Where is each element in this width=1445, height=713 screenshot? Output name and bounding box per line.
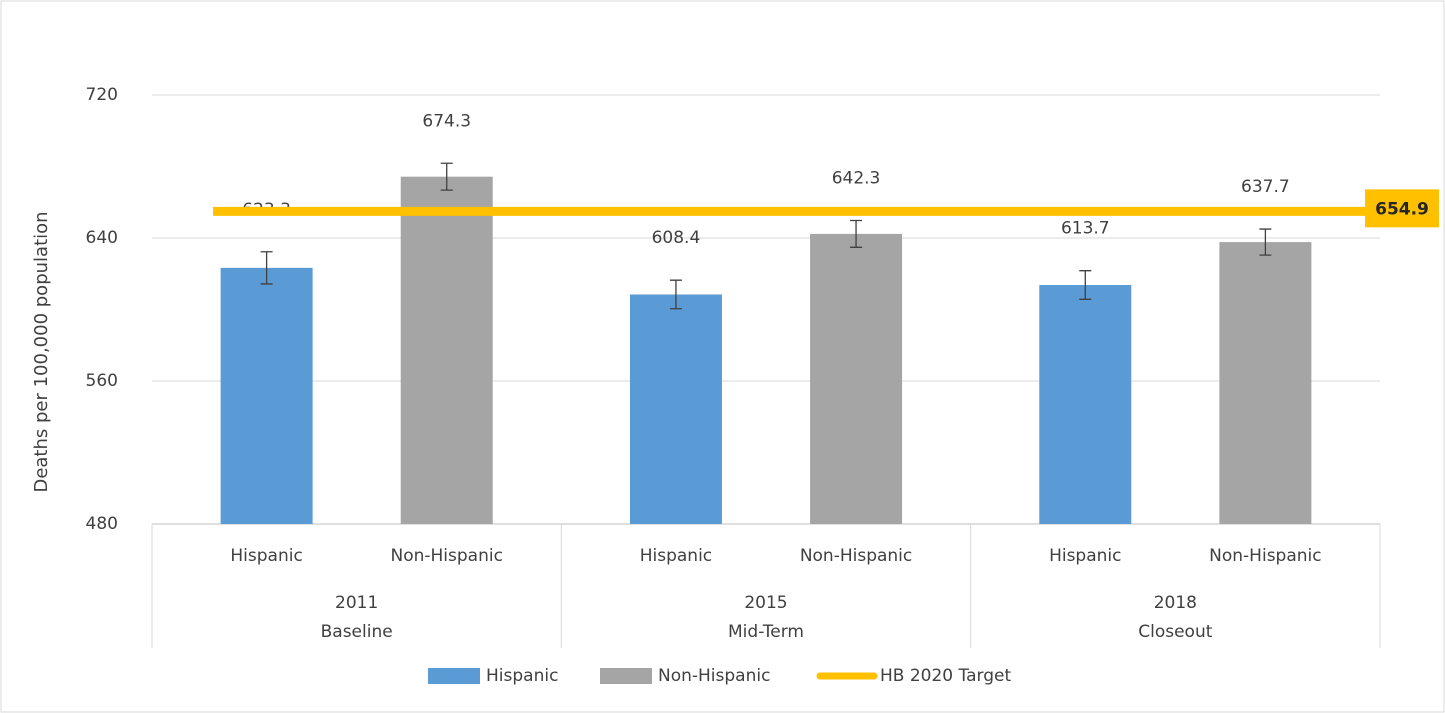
bar	[1039, 285, 1132, 524]
error-bar	[1079, 270, 1092, 300]
x-tick-label: Non-Hispanic	[800, 546, 912, 566]
bar	[810, 233, 903, 525]
data-label: 637.7	[1241, 177, 1290, 197]
group-label: Mid-Term	[728, 622, 804, 642]
target-label: 654.9	[1375, 199, 1429, 219]
y-axis-title: Deaths per 100,000 population	[31, 211, 52, 492]
target-label-box	[1365, 189, 1439, 228]
bar	[400, 176, 493, 524]
data-label: 613.7	[1061, 219, 1110, 239]
y-tick-label: 560	[86, 371, 118, 391]
legend-swatch	[428, 668, 480, 684]
y-tick-label: 640	[86, 228, 118, 248]
data-label: 674.3	[422, 111, 471, 131]
group-label: 2018	[1154, 593, 1197, 613]
legend-label: HB 2020 Target	[880, 666, 1011, 686]
bar	[220, 267, 313, 524]
bar	[629, 294, 722, 524]
legend-label: Hispanic	[486, 666, 558, 686]
group-label: 2015	[744, 593, 787, 613]
error-bar	[850, 219, 863, 248]
group-label: Closeout	[1138, 622, 1212, 642]
y-tick-label: 480	[86, 514, 118, 534]
error-bar	[669, 279, 682, 310]
x-tick-label: Non-Hispanic	[1209, 546, 1321, 566]
error-bar	[260, 251, 273, 285]
data-label: 642.3	[832, 168, 881, 188]
error-bar	[1259, 228, 1272, 256]
y-tick-label: 720	[86, 85, 118, 105]
x-tick-label: Hispanic	[1049, 546, 1121, 566]
data-label: 608.4	[652, 228, 701, 248]
error-bar	[440, 162, 453, 191]
legend-label: Non-Hispanic	[658, 666, 770, 686]
legend-swatch	[600, 668, 652, 684]
group-label: Baseline	[321, 622, 393, 642]
group-label: 2011	[335, 593, 378, 613]
x-tick-label: Hispanic	[230, 546, 302, 566]
x-tick-label: Hispanic	[640, 546, 712, 566]
x-tick-label: Non-Hispanic	[390, 546, 502, 566]
bar	[1219, 242, 1312, 524]
